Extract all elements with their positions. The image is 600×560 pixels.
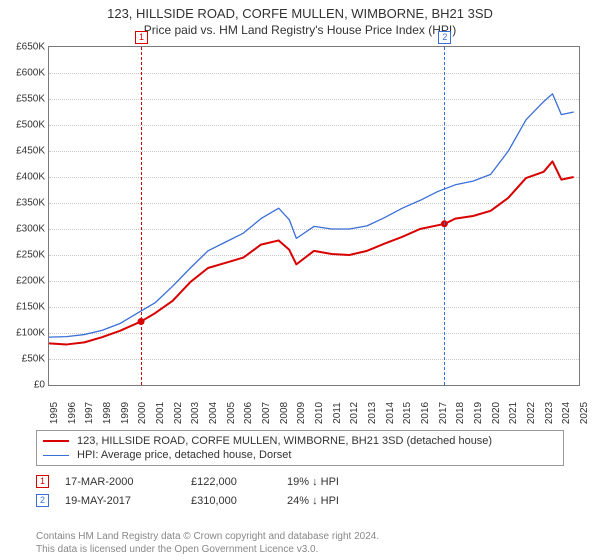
y-tick-label: £150K	[5, 302, 45, 313]
chart-subtitle: Price paid vs. HM Land Registry's House …	[0, 21, 600, 37]
chart-title: 123, HILLSIDE ROAD, CORFE MULLEN, WIMBOR…	[0, 0, 600, 21]
y-tick-label: £300K	[5, 224, 45, 235]
sale-vline-1	[141, 47, 142, 385]
sale-row: 2 19-MAY-2017 £310,000 24% ↓ HPI	[36, 491, 564, 510]
legend-row: 123, HILLSIDE ROAD, CORFE MULLEN, WIMBOR…	[43, 434, 557, 448]
sale-price: £122,000	[191, 476, 271, 488]
x-tick-label: 2021	[508, 402, 519, 424]
license-line-2: This data is licensed under the Open Gov…	[36, 544, 379, 557]
x-tick-label: 2001	[155, 402, 166, 424]
legend-label: 123, HILLSIDE ROAD, CORFE MULLEN, WIMBOR…	[77, 435, 492, 447]
x-tick-label: 2023	[544, 402, 555, 424]
x-tick-label: 1997	[84, 402, 95, 424]
x-tick-label: 2008	[279, 402, 290, 424]
x-tick-label: 1996	[67, 402, 78, 424]
x-tick-label: 2009	[296, 402, 307, 424]
y-tick-label: £550K	[5, 94, 45, 105]
x-tick-label: 2016	[420, 402, 431, 424]
y-tick-label: £400K	[5, 172, 45, 183]
sale-idx-box: 1	[36, 475, 49, 488]
x-tick-label: 2019	[473, 402, 484, 424]
x-tick-label: 2000	[137, 402, 148, 424]
x-tick-label: 1995	[49, 402, 60, 424]
legend-swatch	[43, 455, 69, 456]
sale-delta: 19% ↓ HPI	[287, 476, 367, 488]
legend-swatch	[43, 440, 69, 442]
x-tick-label: 2018	[455, 402, 466, 424]
x-tick-label: 2020	[491, 402, 502, 424]
x-tick-label: 2012	[349, 402, 360, 424]
x-tick-label: 2014	[385, 402, 396, 424]
x-tick-label: 2004	[208, 402, 219, 424]
x-tick-label: 2025	[579, 402, 590, 424]
y-tick-label: £450K	[5, 146, 45, 157]
chart-plot-area: £0£50K£100K£150K£200K£250K£300K£350K£400…	[48, 46, 580, 386]
x-tick-label: 2010	[314, 402, 325, 424]
y-tick-label: £350K	[5, 198, 45, 209]
x-tick-label: 1998	[102, 402, 113, 424]
x-tick-label: 2006	[243, 402, 254, 424]
series-line-hpi	[49, 94, 574, 337]
x-tick-label: 2005	[226, 402, 237, 424]
sale-price: £310,000	[191, 495, 271, 507]
sale-marker-box-1: 1	[135, 31, 148, 44]
y-tick-label: £600K	[5, 68, 45, 79]
x-tick-label: 2003	[190, 402, 201, 424]
x-tick-label: 2011	[332, 402, 343, 424]
y-tick-label: £500K	[5, 120, 45, 131]
y-tick-label: £650K	[5, 42, 45, 53]
y-tick-label: £50K	[5, 354, 45, 365]
legend-box: 123, HILLSIDE ROAD, CORFE MULLEN, WIMBOR…	[36, 430, 564, 466]
series-line-property	[49, 161, 574, 344]
x-tick-label: 2017	[438, 402, 449, 424]
sale-delta: 24% ↓ HPI	[287, 495, 367, 507]
sale-marker-box-2: 2	[438, 31, 451, 44]
y-tick-label: £250K	[5, 250, 45, 261]
sale-date: 17-MAR-2000	[65, 476, 175, 488]
y-tick-label: £100K	[5, 328, 45, 339]
x-tick-label: 2007	[261, 402, 272, 424]
y-tick-label: £0	[5, 380, 45, 391]
x-tick-label: 2022	[526, 402, 537, 424]
y-tick-label: £200K	[5, 276, 45, 287]
x-tick-label: 2024	[561, 402, 572, 424]
legend-row: HPI: Average price, detached house, Dors…	[43, 448, 557, 462]
license-line-1: Contains HM Land Registry data © Crown c…	[36, 531, 379, 544]
license-text: Contains HM Land Registry data © Crown c…	[36, 531, 379, 556]
sale-rows: 1 17-MAR-2000 £122,000 19% ↓ HPI 2 19-MAY-201…	[36, 472, 564, 510]
x-tick-label: 2013	[367, 402, 378, 424]
chart-svg	[49, 47, 579, 385]
legend-label: HPI: Average price, detached house, Dors…	[77, 449, 291, 461]
sale-idx-box: 2	[36, 494, 49, 507]
sale-row: 1 17-MAR-2000 £122,000 19% ↓ HPI	[36, 472, 564, 491]
x-tick-label: 2002	[173, 402, 184, 424]
sale-date: 19-MAY-2017	[65, 495, 175, 507]
x-tick-label: 1999	[120, 402, 131, 424]
sale-vline-2	[444, 47, 445, 385]
x-tick-label: 2015	[402, 402, 413, 424]
